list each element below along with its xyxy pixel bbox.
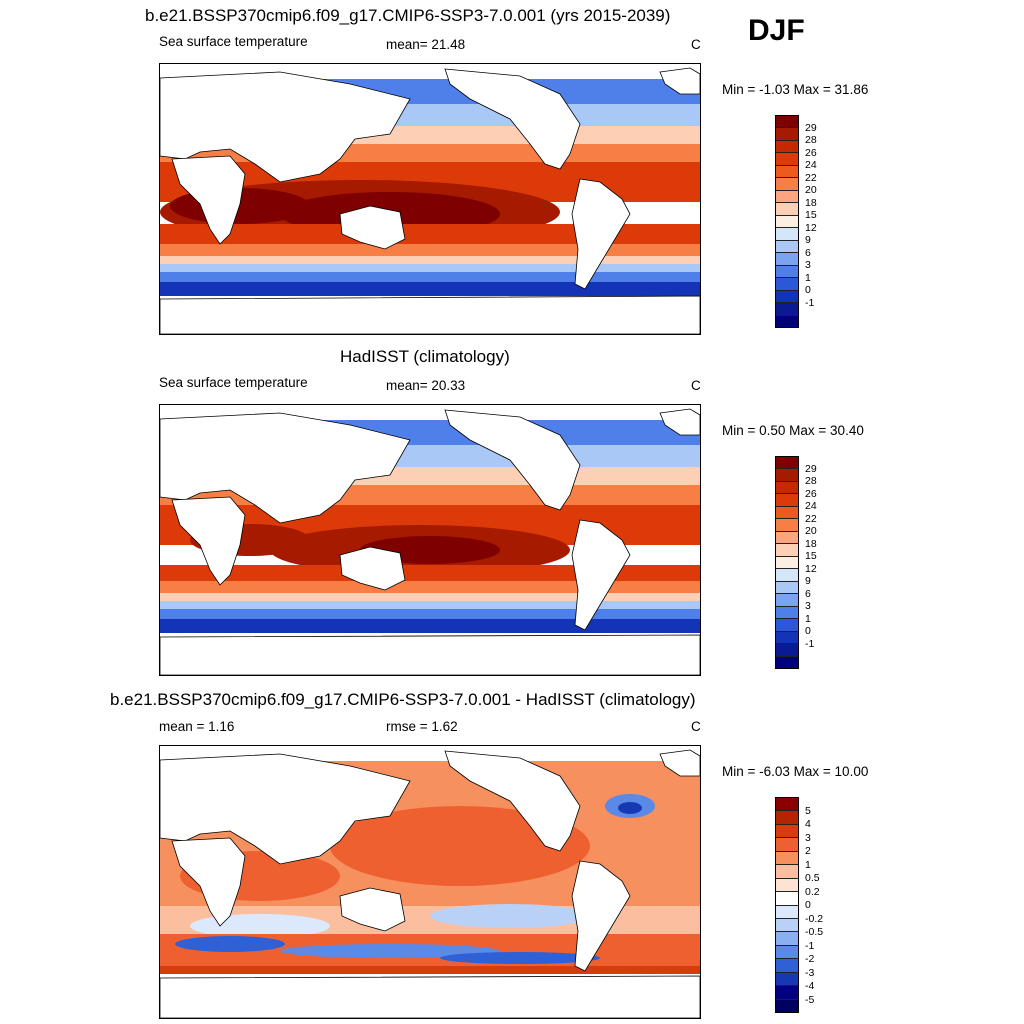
sst-map xyxy=(159,63,701,335)
colorbar-tick: 9 xyxy=(805,234,811,247)
colorbar-tick: 1 xyxy=(805,858,811,871)
colorbar-tick: -1 xyxy=(805,637,815,650)
unit-label: C xyxy=(691,719,701,734)
colorbar-tick: 26 xyxy=(805,146,817,159)
colorbar-tick: 12 xyxy=(805,221,817,234)
unit-label: C xyxy=(691,37,701,52)
sst-map-graphic xyxy=(160,64,700,334)
colorbar-tick: 0 xyxy=(805,625,811,638)
mean-value: mean = 1.16 xyxy=(159,719,235,734)
colorbar-tick: 22 xyxy=(805,171,817,184)
colorbar-tick: 22 xyxy=(805,512,817,525)
min-max-label: Min = 0.50 Max = 30.40 xyxy=(722,423,864,438)
colorbar-tick: 6 xyxy=(805,246,811,259)
colorbar-tick: -5 xyxy=(805,993,815,1006)
colorbar-tick: 0.5 xyxy=(805,872,820,884)
colorbar-labels: 29 28 26 24 22 20 18 15 12 9 6 3 1 0 -1 xyxy=(805,115,845,328)
colorbar xyxy=(775,797,799,1013)
panel-title: b.e21.BSSP370cmip6.f09_g17.CMIP6-SSP3-7.… xyxy=(145,6,671,25)
colorbar-tick: 26 xyxy=(805,487,817,500)
colorbar-tick: 18 xyxy=(805,196,817,209)
sst-map-graphic xyxy=(160,405,700,675)
colorbar-tick: 28 xyxy=(805,134,817,147)
colorbar-labels: 29 28 26 24 22 20 18 15 12 9 6 3 1 0 -1 xyxy=(805,456,845,669)
colorbar-tick: 2 xyxy=(805,845,811,857)
colorbar-tick: -3 xyxy=(805,966,815,979)
colorbar-tick: 15 xyxy=(805,550,817,563)
colorbar-tick: -1 xyxy=(805,939,815,952)
mean-value: mean= 21.48 xyxy=(386,37,466,52)
colorbar-tick: 5 xyxy=(805,804,811,817)
sst-difference-map-graphic xyxy=(160,746,700,1018)
colorbar-tick: -0.5 xyxy=(805,926,824,938)
colorbar-tick: 3 xyxy=(805,831,811,844)
min-max-label: Min = -6.03 Max = 10.00 xyxy=(722,764,869,779)
sst-map xyxy=(159,404,701,676)
colorbar-tick: -1 xyxy=(805,296,815,309)
colorbar-tick: 9 xyxy=(805,575,811,588)
colorbar-tick: 6 xyxy=(805,587,811,600)
colorbar-tick: 0 xyxy=(805,284,811,297)
colorbar-tick: 0.2 xyxy=(805,885,820,898)
colorbar xyxy=(775,115,799,328)
colorbar-tick: 15 xyxy=(805,209,817,222)
season-label: DJF xyxy=(748,14,805,47)
colorbar-tick: 4 xyxy=(805,818,811,830)
colorbar-tick: 0 xyxy=(805,899,811,911)
colorbar-tick: 28 xyxy=(805,475,817,488)
colorbar-tick: -4 xyxy=(805,980,815,992)
colorbar-tick: 3 xyxy=(805,259,811,272)
colorbar-tick: 1 xyxy=(805,271,811,284)
unit-label: C xyxy=(691,378,701,393)
panel-title: b.e21.BSSP370cmip6.f09_g17.CMIP6-SSP3-7.… xyxy=(110,690,696,709)
panel-title: HadISST (climatology) xyxy=(340,347,510,366)
colorbar-labels: 5 4 3 2 1 0.5 0.2 0 -0.2 -0.5 -1 -2 -3 -… xyxy=(805,797,845,1013)
variable-label: Sea surface temperature xyxy=(159,34,308,49)
colorbar-tick: 18 xyxy=(805,537,817,550)
colorbar-tick: 12 xyxy=(805,562,817,575)
colorbar-tick: 20 xyxy=(805,184,817,197)
colorbar-tick: 3 xyxy=(805,600,811,613)
colorbar-tick: -2 xyxy=(805,953,815,965)
colorbar-tick: 20 xyxy=(805,525,817,538)
mean-value: mean= 20.33 xyxy=(386,378,466,393)
colorbar-tick: 24 xyxy=(805,159,817,172)
colorbar-tick: 29 xyxy=(805,462,817,475)
colorbar-tick: -0.2 xyxy=(805,912,824,925)
colorbar-tick: 1 xyxy=(805,612,811,625)
colorbar-tick: 24 xyxy=(805,500,817,513)
variable-label: Sea surface temperature xyxy=(159,375,308,390)
colorbar-tick: 29 xyxy=(805,121,817,134)
min-max-label: Min = -1.03 Max = 31.86 xyxy=(722,82,869,97)
colorbar xyxy=(775,456,799,669)
rmse-value: rmse = 1.62 xyxy=(386,719,458,734)
sst-difference-map xyxy=(159,745,701,1019)
